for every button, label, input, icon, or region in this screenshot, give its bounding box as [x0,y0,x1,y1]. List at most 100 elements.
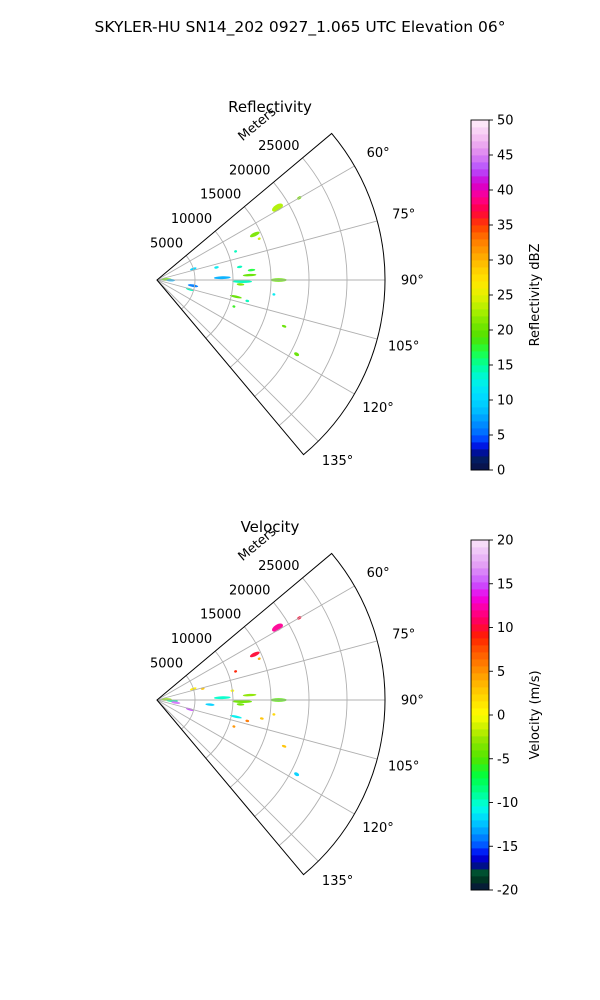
velocity-colorbar-band-47 [471,554,489,562]
velocity-echo-19 [272,623,283,632]
velocity-grid-circle-2 [229,626,272,788]
reflectivity-colorbar-band-15 [471,358,489,366]
reflectivity-grid-spoke-3 [156,279,378,340]
velocity-colorbar-band-6 [471,841,489,849]
reflectivity-colorbar-band-30 [471,253,489,261]
reflectivity-colorbar-band-42 [471,169,489,177]
reflectivity-colorbar-band-26 [471,281,489,289]
reflectivity-radial-tick-1: 10000 [171,212,212,227]
velocity-colorbar-band-8 [471,827,489,835]
reflectivity-colorbar-band-45 [471,148,489,156]
reflectivity-theta-tick-2: 90° [401,274,424,289]
reflectivity-echo-18 [234,250,238,253]
velocity-colorbar-band-32 [471,659,489,667]
velocity-colorbar-band-35 [471,638,489,646]
reflectivity-colorbar-band-43 [471,162,489,170]
reflectivity-colorbar-band-16 [471,351,489,359]
velocity-colorbar-band-31 [471,666,489,674]
reflectivity-colorbar-band-31 [471,246,489,254]
velocity-echo-18 [234,670,238,673]
velocity-grid-spoke-3 [156,699,378,760]
reflectivity-theta-tick-5: 135° [322,454,353,469]
reflectivity-colorbar-band-27 [471,274,489,282]
reflectivity-colorbar-band-1 [471,456,489,464]
velocity-grid-circle-4 [278,577,348,846]
reflectivity-colorbar-tick-3: 15 [497,359,514,374]
reflectivity-colorbar-band-47 [471,134,489,142]
velocity-colorbar-band-7 [471,834,489,842]
velocity-theta-tick-0: 60° [367,566,390,581]
velocity-colorbar-band-4 [471,855,489,863]
velocity-colorbar-band-23 [471,722,489,730]
reflectivity-colorbar-band-35 [471,218,489,226]
velocity-echo-8 [205,703,215,706]
velocity-radial-tick-2: 15000 [200,608,241,623]
velocity-colorbar-band-10 [471,813,489,821]
reflectivity-radial-tick-2: 15000 [200,188,241,203]
velocity-echo-17 [257,657,261,660]
velocity-echo-7 [236,703,245,706]
velocity-echo-21 [272,713,276,716]
reflectivity-radial-tick-0: 5000 [150,237,183,252]
velocity-theta-tick-1: 75° [392,627,415,642]
velocity-echo-3 [213,696,231,700]
reflectivity-echo-19 [272,203,283,212]
reflectivity-colorbar-label: Reflectivity dBZ [528,244,543,347]
velocity-colorbar-band-26 [471,701,489,709]
velocity-theta-tick-2: 90° [401,694,424,709]
velocity-colorbar-band-49 [471,540,489,548]
velocity-colorbar-band-0 [471,883,489,891]
reflectivity-colorbar-band-3 [471,442,489,450]
reflectivity-colorbar-tick-5: 25 [497,289,514,304]
reflectivity-colorbar-tick-7: 35 [497,219,514,234]
velocity-colorbar-band-33 [471,652,489,660]
reflectivity-colorbar-tick-9: 45 [497,149,514,164]
figure-title: SKYLER-HU SN14_202 0927_1.065 UTC Elevat… [95,18,506,37]
reflectivity-colorbar-band-9 [471,400,489,408]
reflectivity-echo-4 [242,273,257,277]
reflectivity-colorbar-band-41 [471,176,489,184]
reflectivity-colorbar-band-8 [471,407,489,415]
velocity-colorbar-band-22 [471,729,489,737]
velocity-colorbar-tick-4: 0 [497,709,505,724]
reflectivity-colorbar-band-2 [471,449,489,457]
velocity-echo-13 [229,714,242,719]
reflectivity-sector-outline [156,132,386,456]
velocity-colorbar-band-34 [471,645,489,653]
reflectivity-colorbar-band-14 [471,365,489,373]
reflectivity-grid-circle-1 [205,230,234,339]
velocity-echo-16 [249,651,260,658]
velocity-colorbar-band-13 [471,792,489,800]
reflectivity-grid-spoke-0 [156,165,355,281]
velocity-colorbar-band-2 [471,869,489,877]
reflectivity-echo-5 [247,268,256,272]
reflectivity-echo-11 [214,266,219,269]
reflectivity-colorbar-band-21 [471,316,489,324]
reflectivity-colorbar-tick-8: 40 [497,184,514,199]
reflectivity-echo-2 [213,276,231,280]
velocity-colorbar-band-44 [471,575,489,583]
velocity-colorbar-band-9 [471,820,489,828]
velocity-colorbar-tick-6: 10 [497,621,514,636]
reflectivity-colorbar-band-10 [471,393,489,401]
velocity-colorbar-tick-1: -15 [497,840,518,855]
velocity-colorbar-band-48 [471,547,489,555]
velocity-colorbar-band-40 [471,603,489,611]
velocity-colorbar-band-12 [471,799,489,807]
velocity-colorbar-tick-8: 20 [497,534,514,549]
reflectivity-colorbar-band-39 [471,190,489,198]
reflectivity-colorbar-band-18 [471,337,489,345]
velocity-colorbar-band-19 [471,750,489,758]
reflectivity-colorbar-band-12 [471,379,489,387]
reflectivity-colorbar-band-23 [471,302,489,310]
velocity-colorbar-band-17 [471,764,489,772]
velocity-colorbar-band-37 [471,624,489,632]
reflectivity-colorbar-band-32 [471,239,489,247]
velocity-colorbar-band-46 [471,561,489,569]
velocity-grid-circle-3 [254,602,310,817]
reflectivity-echo-23 [294,352,300,357]
velocity-grid-spoke-0 [156,585,355,701]
reflectivity-colorbar-band-46 [471,141,489,149]
reflectivity-colorbar-band-37 [471,204,489,212]
reflectivity-echo-13 [245,299,250,303]
